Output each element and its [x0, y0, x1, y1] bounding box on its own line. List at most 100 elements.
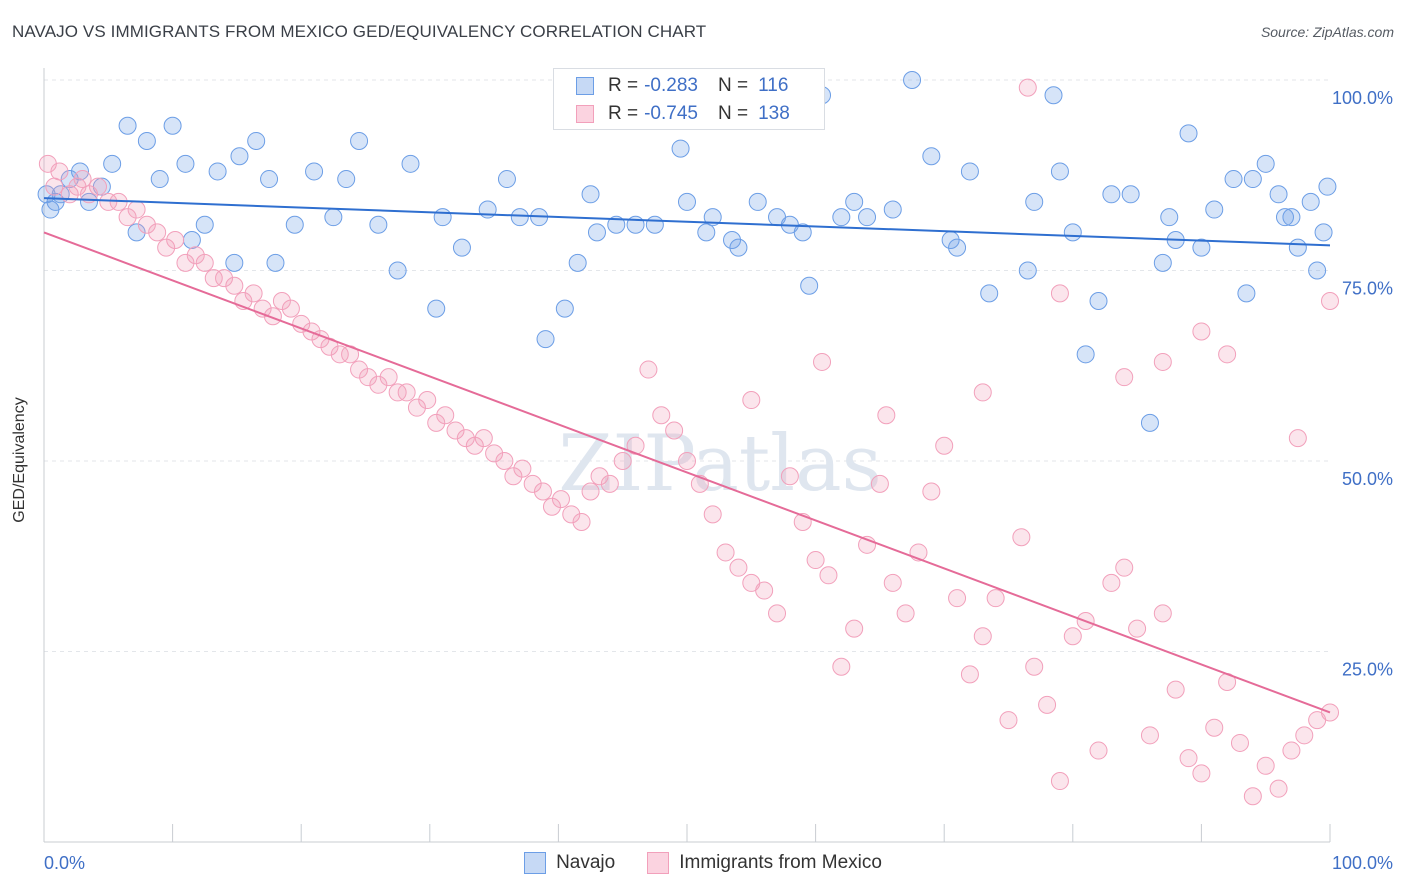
mexico-point: [1102, 573, 1121, 592]
mexico-point: [513, 459, 532, 478]
mexico-point: [1192, 322, 1211, 341]
mexico-point: [495, 452, 514, 470]
navajo-point: [182, 231, 201, 250]
mexico-swatch: [647, 852, 670, 874]
navajo-point: [337, 170, 356, 189]
mexico-point: [1295, 726, 1314, 745]
mexico-point: [1282, 741, 1301, 760]
navajo-point: [748, 192, 767, 211]
mexico-point: [465, 436, 484, 455]
navajo-point: [1050, 162, 1069, 181]
navajo-point: [800, 276, 819, 295]
navajo-point: [118, 116, 137, 135]
navajo-point: [305, 162, 324, 181]
navajo-point: [1256, 154, 1275, 173]
navajo-point: [1243, 170, 1262, 189]
mexico-point: [678, 452, 696, 470]
legend-item-navajo[interactable]: Navajo: [524, 852, 615, 874]
navajo-point: [581, 185, 600, 204]
mexico-point: [118, 208, 137, 227]
navajo-point: [452, 238, 471, 257]
mexico-point: [935, 436, 954, 455]
mexico-point: [427, 413, 446, 432]
mexico-point: [359, 368, 378, 387]
mexico-point: [999, 711, 1018, 730]
navajo-point: [1288, 238, 1307, 257]
navajo-point: [793, 223, 812, 242]
navajo-point: [1318, 177, 1337, 196]
mexico-point: [716, 543, 735, 562]
n-label: N =: [717, 103, 749, 124]
mexico-point: [1115, 368, 1134, 387]
mexico-point: [89, 177, 108, 196]
mexico-point: [407, 398, 426, 417]
mexico-point: [504, 467, 523, 486]
mexico-point: [813, 352, 832, 371]
mexico-point: [369, 375, 388, 394]
navajo-point: [1140, 413, 1159, 432]
navajo-trend-line: [43, 197, 1331, 247]
navajo-point: [845, 192, 864, 211]
mexico-point: [1018, 78, 1037, 97]
mexico-point: [127, 200, 146, 219]
mexico-point: [195, 253, 214, 272]
mexico-point: [948, 589, 967, 608]
mexico-point: [922, 482, 941, 501]
y-tick-label: 100.0%: [1332, 88, 1393, 108]
navajo-point: [1192, 238, 1211, 257]
navajo-point: [607, 215, 626, 234]
mexico-point: [542, 497, 561, 516]
mexico-point: [157, 238, 176, 257]
mexico-point: [418, 391, 437, 410]
navajo-point: [1076, 345, 1095, 364]
mexico-point: [780, 467, 799, 486]
mexico-point: [883, 573, 902, 592]
mexico-point: [50, 162, 69, 181]
mexico-point: [1050, 284, 1069, 303]
r-label: R =: [608, 75, 639, 96]
mexico-point: [768, 604, 787, 623]
navajo-point: [324, 208, 343, 227]
navajo-point: [1269, 185, 1288, 204]
mexico-point: [1230, 733, 1249, 752]
mexico-point: [1153, 352, 1172, 371]
navajo-point: [1282, 208, 1301, 227]
mexico-point: [225, 276, 244, 295]
navajo-point: [980, 284, 999, 303]
navajo-point: [1089, 291, 1108, 310]
mexico-point: [986, 589, 1005, 608]
navajo-point: [1102, 185, 1121, 204]
navajo-point: [922, 147, 941, 166]
navajo-point: [1063, 223, 1082, 242]
mexico-point: [204, 269, 223, 288]
mexico-point: [215, 269, 234, 288]
mexico-point: [845, 619, 864, 638]
navajo-point: [427, 299, 446, 318]
navajo-point: [703, 208, 722, 227]
mexico-point: [1089, 741, 1108, 760]
mexico-point: [639, 360, 658, 379]
navajo-point: [1308, 261, 1327, 280]
mexico-point: [819, 566, 838, 585]
mexico-point: [1179, 749, 1198, 768]
mexico-point: [1321, 291, 1339, 310]
mexico-point: [388, 383, 407, 402]
mexico-point: [176, 253, 195, 272]
mexico-point: [1115, 558, 1134, 577]
mexico-point: [877, 406, 896, 425]
mexico-point: [832, 657, 851, 676]
navajo-point: [1301, 192, 1320, 211]
navajo-point: [103, 154, 122, 173]
x-tick-label: 0.0%: [44, 853, 85, 873]
mexico-point: [1288, 429, 1307, 448]
legend-item-mexico[interactable]: Immigrants from Mexico: [647, 852, 882, 874]
n-value: 116: [758, 75, 789, 96]
mexico-point: [292, 314, 311, 333]
navajo-point: [1153, 253, 1172, 272]
r-label: R =: [608, 103, 639, 124]
mexico-point: [1128, 619, 1147, 638]
mexico-point: [665, 421, 684, 440]
mexico-point: [703, 505, 722, 524]
mexico-point: [870, 474, 889, 493]
mexico-point: [973, 383, 992, 402]
